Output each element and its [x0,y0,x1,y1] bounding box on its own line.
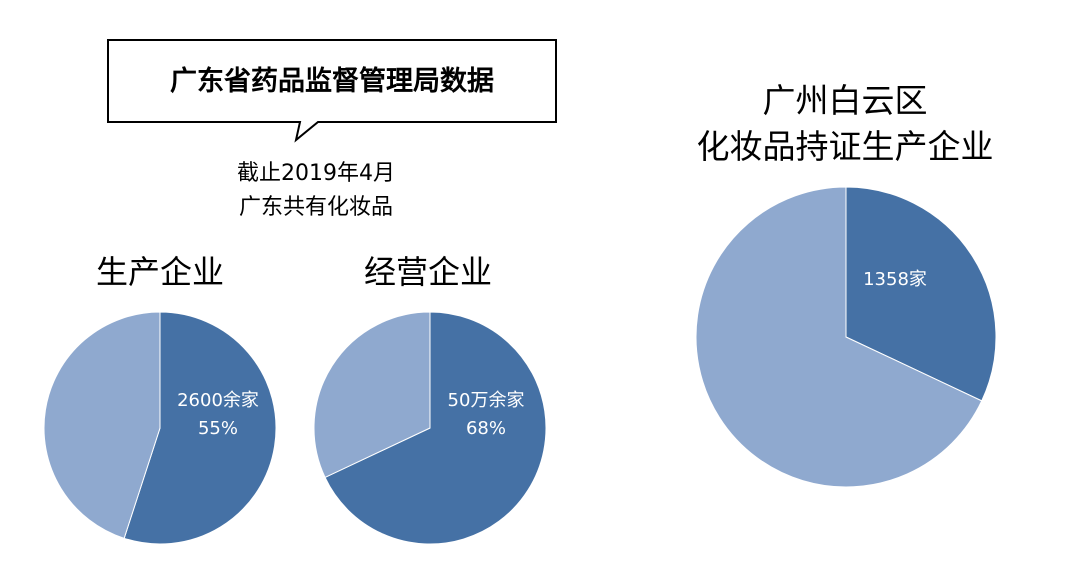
pie-3-title-line2: 化妆品持证生产企业 [697,127,994,166]
pie-operation-data-label-2: 68% [466,418,506,439]
pie-3-title-line1: 广州白云区 [763,81,928,120]
pie-production-slice-2 [43,311,161,539]
pie-1-title: 生产企业 [96,253,224,291]
pie-chart-baiyun: 1358家 [695,186,997,488]
callout-title: 广东省药品监督管理局数据 [170,65,494,97]
scope-subtitle: 广东共有化妆品 [239,195,393,220]
pie-operation-slice-1 [324,311,547,545]
pie-baiyun-data-label-1: 1358家 [863,269,927,290]
pie-production-data-label-1: 2600余家 [177,390,259,411]
pie-operation-slice-2 [313,311,431,479]
pie-baiyun-slice-1 [845,186,997,402]
pie-chart-operation: 50万余家 68% [313,311,547,545]
pie-2-title: 经营企业 [364,253,492,291]
date-subtitle: 截止2019年4月 [237,161,395,186]
pie-baiyun-slice-2 [695,186,983,488]
pie-production-slice-1 [123,311,277,545]
pie-production-data-label-2: 55% [198,418,238,439]
pie-operation-data-label-1: 50万余家 [448,390,525,411]
pie-chart-production: 2600余家 55% [43,311,277,545]
speech-bubble [107,39,557,143]
